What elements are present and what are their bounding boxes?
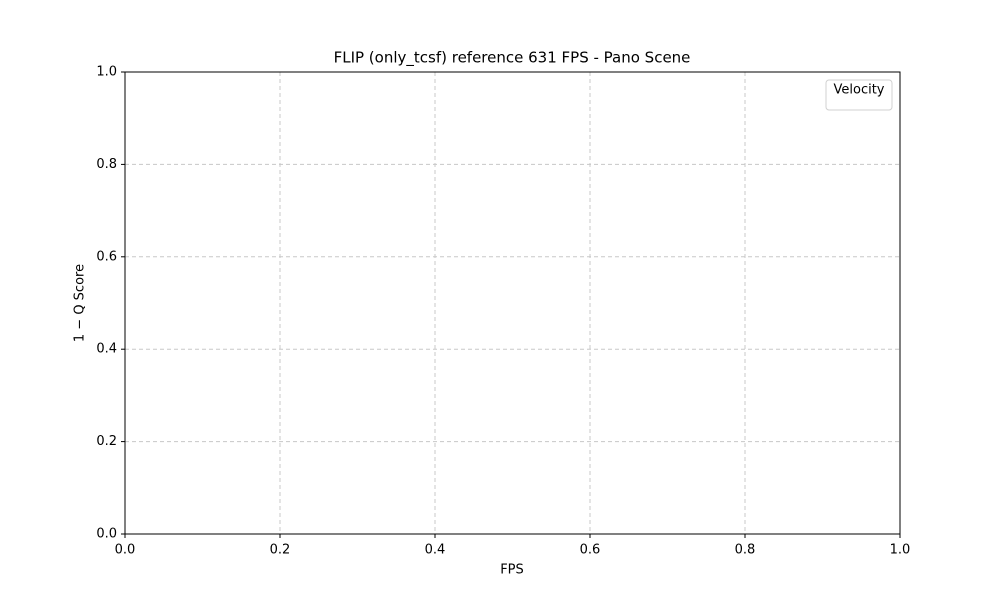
y-tick-label: 0.0 (96, 527, 117, 542)
y-tick-label: 0.8 (96, 157, 117, 172)
x-axis-label: FPS (500, 563, 524, 578)
y-tick-label: 0.2 (96, 434, 117, 449)
legend-title: Velocity (834, 83, 885, 98)
chart-title: FLIP (only_tcsf) reference 631 FPS - Pan… (334, 49, 691, 68)
y-tick-label: 1.0 (96, 65, 117, 80)
y-tick-label: 0.6 (96, 249, 117, 264)
y-axis-label: 1 − Q Score (73, 264, 88, 342)
x-tick-label: 0.0 (115, 543, 136, 558)
x-tick-label: 0.8 (735, 543, 756, 558)
axes-frame (124, 71, 901, 535)
y-tick-label: 0.4 (96, 342, 117, 357)
x-tick-label: 0.2 (270, 543, 291, 558)
legend-box (825, 79, 893, 111)
x-tick-label: 1.0 (890, 543, 911, 558)
x-tick-label: 0.6 (580, 543, 601, 558)
x-tick-label: 0.4 (425, 543, 446, 558)
